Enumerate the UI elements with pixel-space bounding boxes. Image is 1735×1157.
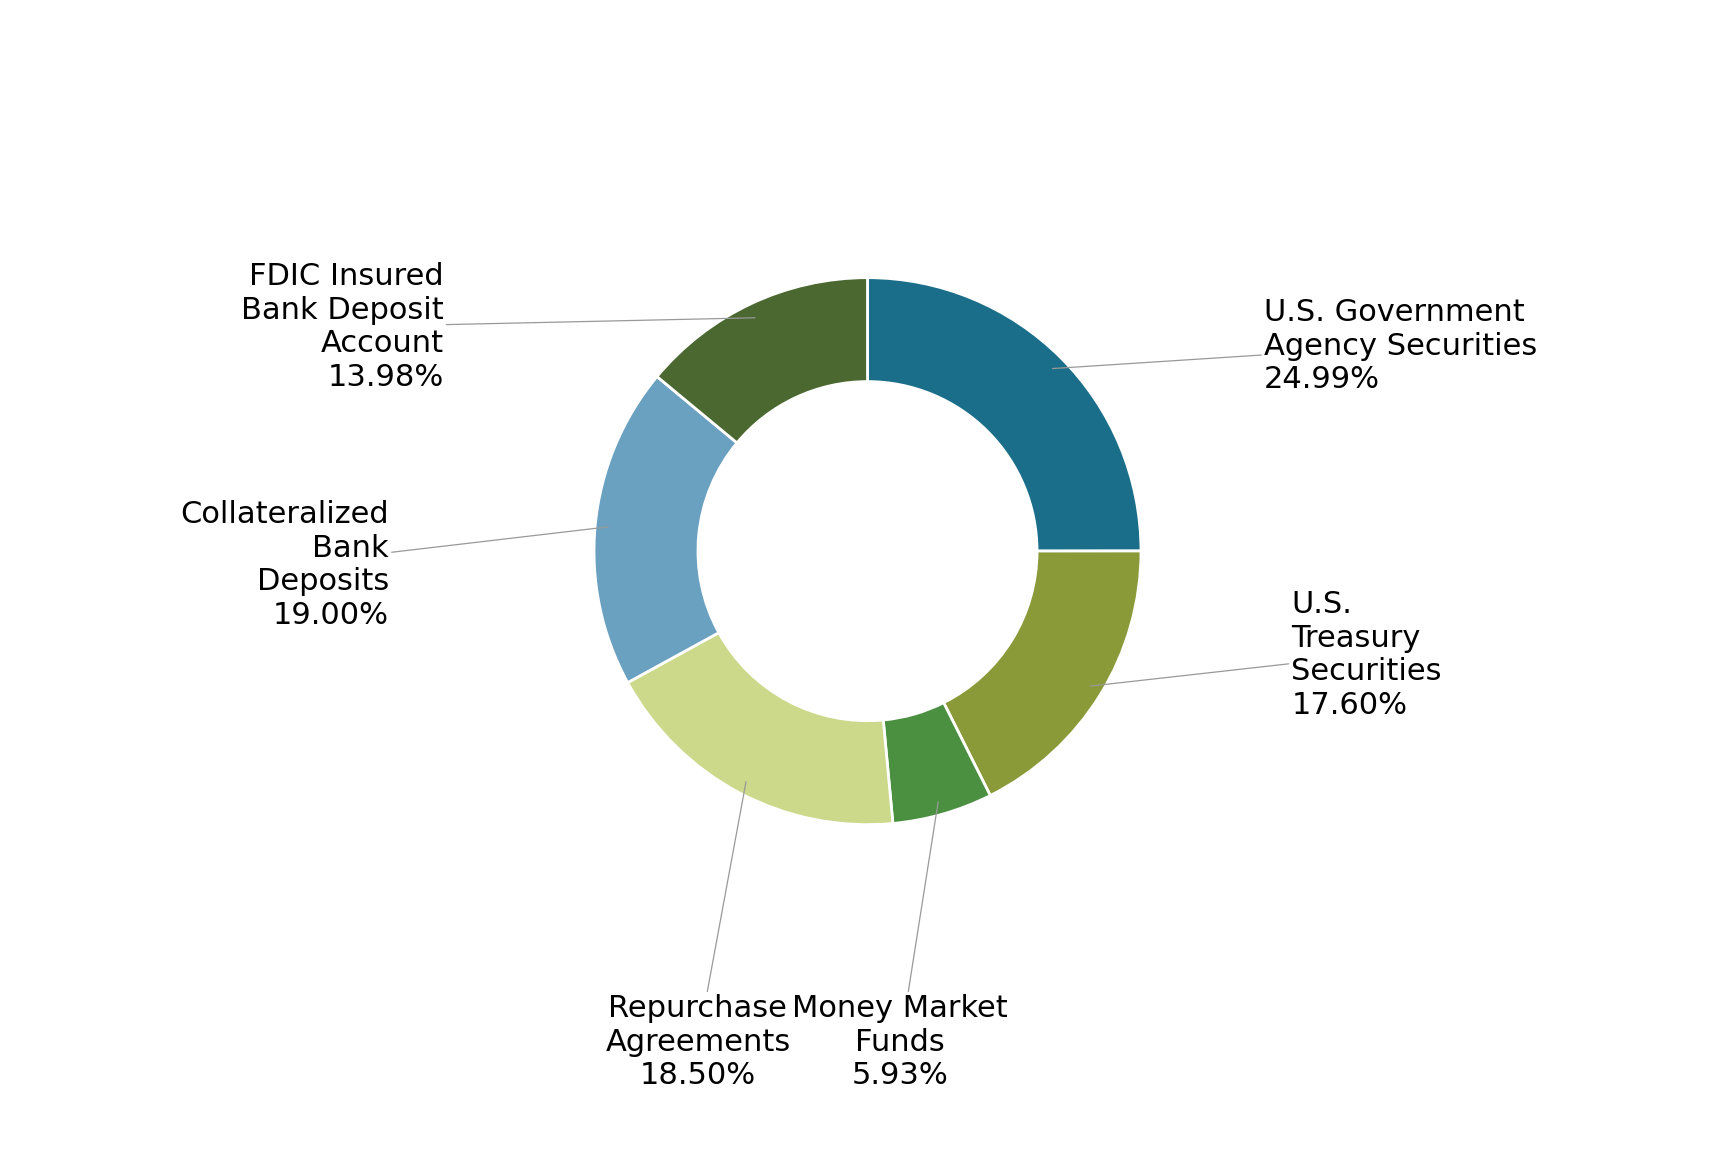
Wedge shape [883,702,991,824]
Text: Repurchase
Agreements
18.50%: Repurchase Agreements 18.50% [606,782,791,1090]
Text: Money Market
Funds
5.93%: Money Market Funds 5.93% [793,802,1008,1090]
Text: U.S. Government
Agency Securities
24.99%: U.S. Government Agency Securities 24.99% [1053,299,1537,395]
Wedge shape [868,278,1142,551]
Text: Collateralized
Bank
Deposits
19.00%: Collateralized Bank Deposits 19.00% [180,500,607,629]
Wedge shape [593,376,737,683]
Wedge shape [628,633,894,825]
Text: FDIC Insured
Bank Deposit
Account
13.98%: FDIC Insured Bank Deposit Account 13.98% [241,261,755,392]
Wedge shape [658,278,868,443]
Wedge shape [944,551,1142,796]
Text: U.S.
Treasury
Securities
17.60%: U.S. Treasury Securities 17.60% [1090,590,1442,720]
